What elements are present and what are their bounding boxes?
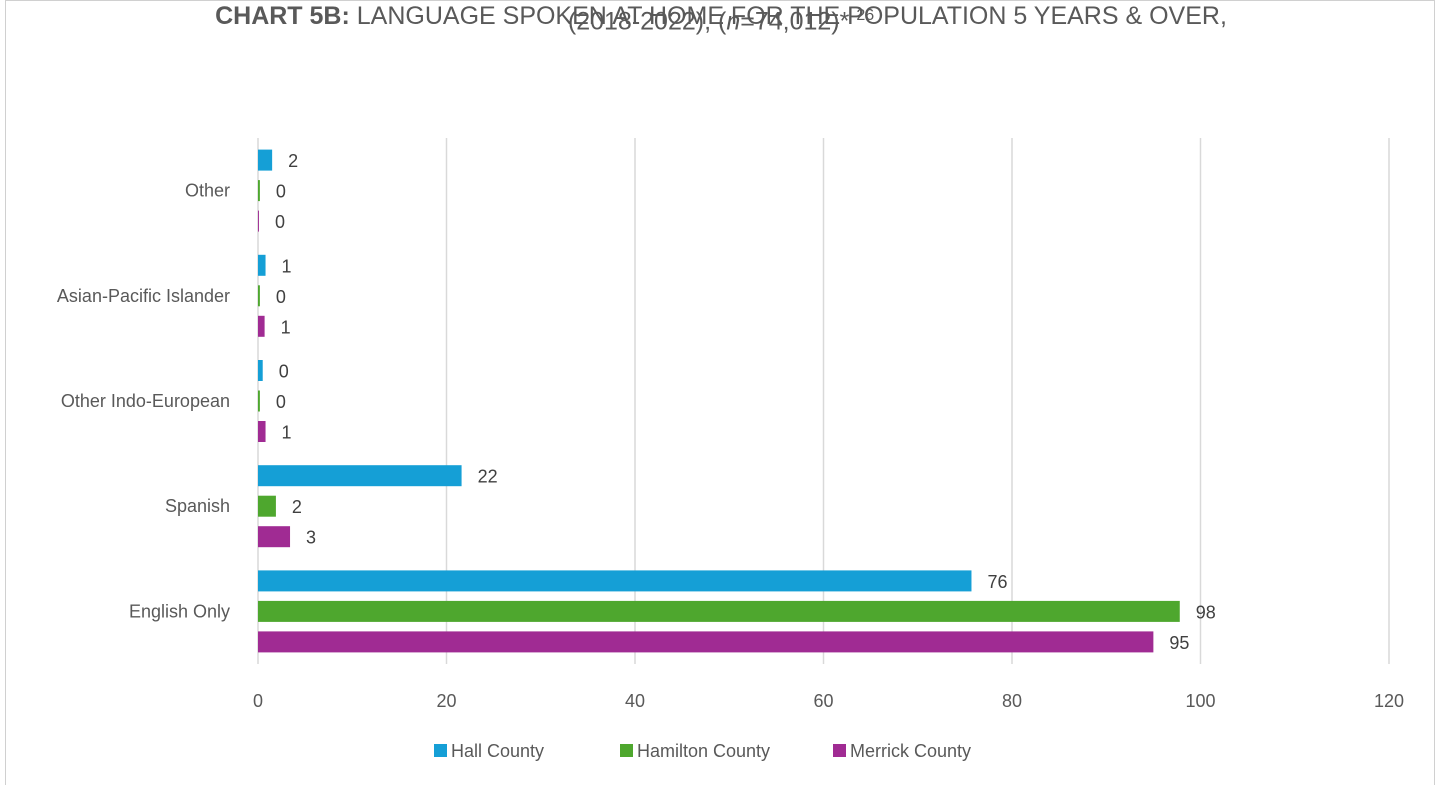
bar: [258, 495, 276, 517]
data-label: 0: [276, 182, 286, 202]
category-label: Asian-Pacific Islander: [57, 286, 230, 306]
chart-title-italic: n: [726, 7, 741, 36]
x-tick-label: 80: [1002, 691, 1022, 711]
x-tick-label: 100: [1185, 691, 1215, 711]
chart-title-pre: (2018-2022), (: [567, 7, 727, 36]
bar: [258, 210, 259, 232]
legend-label: Merrick County: [850, 741, 971, 761]
x-tick-label: 40: [625, 691, 645, 711]
category-label: Other Indo-European: [61, 391, 230, 411]
data-label: 3: [306, 528, 316, 548]
category-label: Other: [185, 181, 230, 201]
bar: [258, 421, 266, 442]
chart-title-post: =74,012)*: [740, 7, 850, 36]
data-label: 95: [1169, 633, 1189, 653]
legend-label: Hall County: [451, 741, 544, 761]
legend-swatch: [434, 744, 447, 757]
data-label: 0: [276, 287, 286, 307]
bar: [258, 390, 260, 412]
bar: [258, 570, 972, 592]
data-label: 1: [282, 256, 292, 276]
bar: [258, 149, 273, 171]
data-label: 98: [1196, 602, 1216, 622]
category-label: Spanish: [165, 496, 230, 516]
data-label: 1: [281, 317, 291, 337]
chart-frame: [5, 0, 1435, 785]
data-label: 0: [275, 212, 285, 232]
chart-title-bold: CHART 5B:: [215, 2, 350, 30]
bar: [258, 600, 1180, 622]
legend-swatch: [620, 744, 633, 757]
chart-title-line2: (2018-2022), (n=74,012)* 26: [0, 0, 1442, 37]
x-tick-label: 20: [436, 691, 456, 711]
bar: [258, 285, 260, 307]
data-label: 1: [282, 423, 292, 443]
x-tick-label: 0: [253, 691, 263, 711]
bar: [258, 631, 1154, 653]
data-label: 0: [279, 362, 289, 382]
bar: [258, 360, 263, 381]
chart-title-footnote: 26: [856, 7, 875, 24]
bar: [258, 254, 266, 276]
data-label: 2: [292, 497, 302, 517]
category-label: English Only: [129, 601, 230, 621]
x-tick-label: 60: [813, 691, 833, 711]
x-tick-label: 120: [1374, 691, 1404, 711]
bar: [258, 315, 265, 337]
chart-title-line1: CHART 5B: LANGUAGE SPOKEN AT HOME FOR TH…: [0, 0, 1442, 32]
legend-swatch: [833, 744, 846, 757]
chart-title-text: LANGUAGE SPOKEN AT HOME FOR THE POPULATI…: [356, 2, 1227, 30]
bar: [258, 180, 260, 202]
legend-label: Hamilton County: [637, 741, 770, 761]
data-label: 76: [987, 572, 1007, 592]
bar: [258, 526, 291, 548]
data-label: 22: [478, 467, 498, 487]
data-label: 2: [288, 151, 298, 171]
data-label: 0: [276, 392, 286, 412]
bar: [258, 465, 462, 487]
